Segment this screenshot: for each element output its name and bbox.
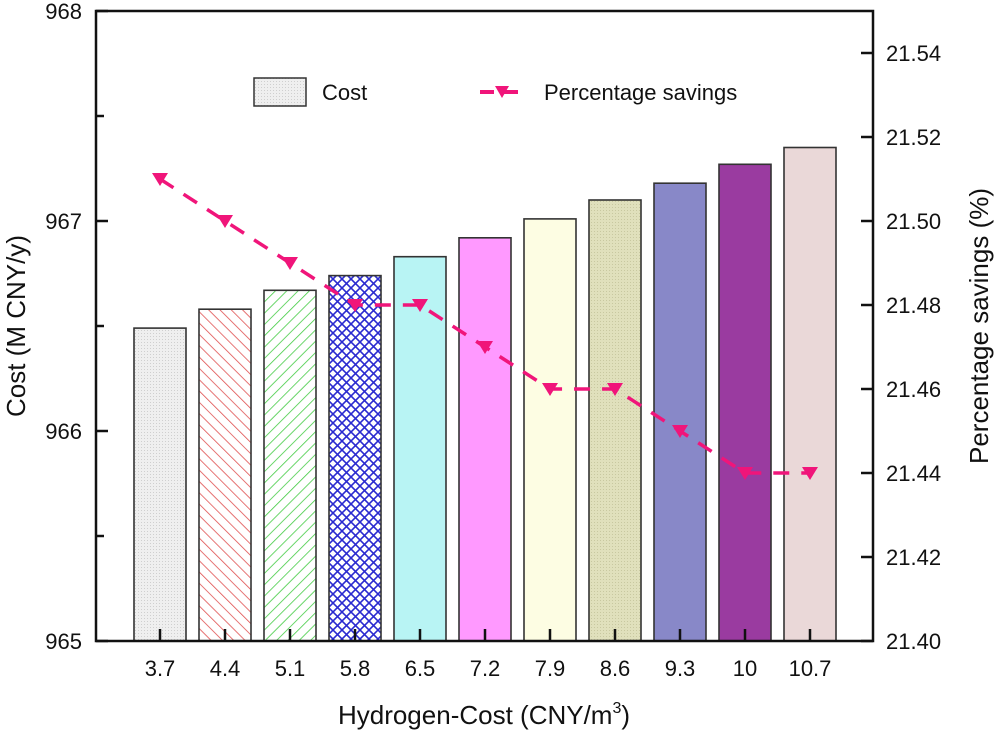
legend-label-cost: Cost xyxy=(322,80,367,105)
x-tick-label: 10.7 xyxy=(789,656,832,681)
legend-label-savings: Percentage savings xyxy=(544,80,737,105)
x-tick-label: 3.7 xyxy=(145,656,176,681)
x-tick-label: 4.4 xyxy=(210,656,241,681)
y2-axis-title: Percentage savings (%) xyxy=(964,188,994,464)
right-tick-label: 21.44 xyxy=(886,461,941,486)
left-tick-label: 966 xyxy=(45,419,82,444)
savings-marker-8.6 xyxy=(607,383,623,396)
x-tick-label: 8.6 xyxy=(600,656,631,681)
bar-6.5 xyxy=(393,255,447,642)
legend-swatch-cost xyxy=(253,77,307,107)
bar-10.7 xyxy=(783,146,837,642)
right-tick-label: 21.46 xyxy=(886,377,941,402)
x-axis-title-main: Hydrogen-Cost (CNY/m xyxy=(338,700,613,730)
bar-5.8 xyxy=(328,274,382,642)
bar-9.3 xyxy=(653,182,707,642)
right-tick-label: 21.40 xyxy=(886,629,941,654)
left-axis: 965 966 967 968 xyxy=(45,0,108,654)
x-tick-label: 10 xyxy=(733,656,757,681)
x-axis-title-suffix: ) xyxy=(621,700,630,730)
bar-10 xyxy=(718,163,772,642)
legend: Cost Percentage savings xyxy=(253,77,737,107)
savings-line-layer xyxy=(152,173,818,480)
left-tick-label: 967 xyxy=(45,209,82,234)
right-tick-label: 21.54 xyxy=(886,41,941,66)
right-tick-label: 21.42 xyxy=(886,545,941,570)
left-tick-label: 965 xyxy=(45,629,82,654)
savings-marker-5.8 xyxy=(347,299,363,312)
x-axis-title-sup: 3 xyxy=(612,700,621,717)
bar-7.9 xyxy=(523,218,577,642)
x-tick-label: 5.8 xyxy=(340,656,371,681)
bar-4.4 xyxy=(198,308,252,642)
savings-marker-10 xyxy=(737,467,753,480)
right-tick-label: 21.50 xyxy=(886,209,941,234)
bar-8.6 xyxy=(588,199,642,642)
savings-marker-7.9 xyxy=(542,383,558,396)
x-axis-title: Hydrogen-Cost (CNY/m3) xyxy=(338,700,630,730)
bar-3.7 xyxy=(133,327,187,642)
savings-marker-9.3 xyxy=(672,425,688,438)
x-tick-label: 9.3 xyxy=(665,656,696,681)
right-tick-label: 21.48 xyxy=(886,293,941,318)
x-tick-label: 7.9 xyxy=(535,656,566,681)
left-tick-label: 968 xyxy=(45,0,82,24)
x-tick-label: 7.2 xyxy=(470,656,501,681)
savings-marker-7.2 xyxy=(477,341,493,354)
savings-marker-5.1 xyxy=(282,257,298,270)
right-tick-label: 21.52 xyxy=(886,125,941,150)
x-axis: 3.7 4.4 5.1 5.8 6.5 7.2 7.9 8.6 9.3 10 10.7 xyxy=(145,629,832,681)
x-tick-label: 6.5 xyxy=(405,656,436,681)
savings-marker-3.7 xyxy=(152,173,168,186)
bar-7.2 xyxy=(458,237,512,642)
y-axis-title: Cost (M CNY/y) xyxy=(1,235,31,417)
bar-5.1 xyxy=(263,289,317,642)
savings-marker-10.7 xyxy=(802,467,818,480)
x-tick-label: 5.1 xyxy=(275,656,306,681)
bars-layer xyxy=(133,146,837,642)
savings-marker-4.4 xyxy=(217,215,233,228)
legend-marker-savings xyxy=(495,86,509,98)
savings-marker-6.5 xyxy=(412,299,428,312)
right-axis: 21.40 21.42 21.44 21.46 21.48 21.50 21.52 21.54 xyxy=(861,41,941,654)
